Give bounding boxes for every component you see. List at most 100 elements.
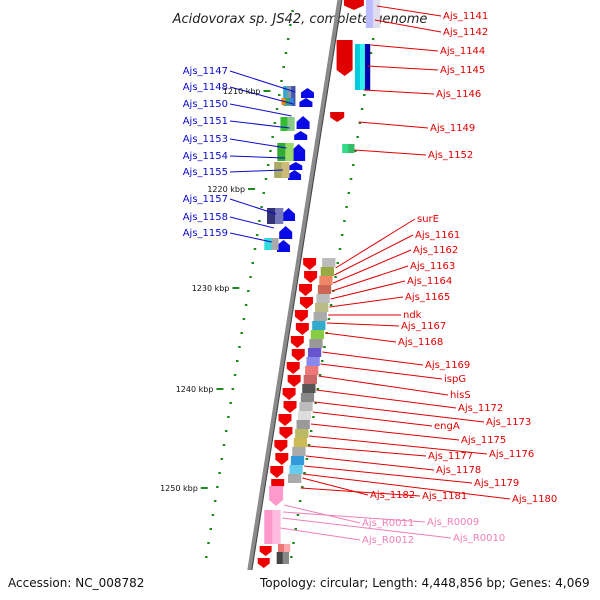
- tick-dot: [338, 248, 342, 250]
- reverse-orf-block: [311, 366, 319, 375]
- tick-dot: [220, 458, 224, 460]
- gene-label: Ajs_1168: [398, 337, 443, 348]
- tick-dot: [231, 388, 235, 390]
- label-connector: [318, 375, 449, 396]
- reverse-gene-arrow: [291, 349, 305, 361]
- tick-dot: [209, 528, 212, 530]
- reverse-gene-arrow: [278, 414, 292, 426]
- reverse-orf-block: [328, 258, 336, 267]
- forward-orf-block: [287, 86, 292, 106]
- forward-gene-arrow: [294, 131, 308, 140]
- reverse-orf-block: [290, 456, 298, 465]
- tick-dot: [251, 262, 254, 264]
- gene-label: Ajs_1167: [401, 321, 446, 332]
- reverse-gene-arrow: [304, 271, 318, 283]
- label-connector: [376, 5, 442, 17]
- label-connector: [229, 138, 287, 149]
- gene-labels: Ajs_1147 Ajs_1148 Ajs_1150 Ajs_1151 Ajs_1153…: [183, 11, 558, 546]
- reverse-orf-block: [315, 339, 323, 348]
- tick-dot: [345, 206, 348, 208]
- tick-dot: [316, 388, 320, 390]
- reverse-orf-block: [305, 402, 313, 411]
- tick-dot: [296, 514, 300, 516]
- reverse-orf-block: [310, 375, 317, 384]
- tick-dot: [229, 402, 232, 404]
- label-connectors: [229, 5, 511, 541]
- backbone-line: [242, 0, 343, 600]
- tick-dot: [303, 472, 306, 474]
- tick-dot: [371, 38, 375, 40]
- reverse-orf-block: [310, 330, 318, 339]
- rna-feature-block: [272, 510, 281, 544]
- rna-feature-block: [264, 510, 273, 544]
- gene-label: Ajs_1150: [183, 99, 228, 110]
- reverse-gene-arrow: [282, 388, 296, 400]
- forward-orf-block: [280, 117, 288, 131]
- reverse-gene-arrow: [286, 362, 300, 374]
- tick-dot: [213, 500, 217, 502]
- label-connector: [229, 216, 274, 229]
- reverse-orf-block: [300, 438, 307, 447]
- label-connector: [312, 411, 433, 427]
- gene-label: Ajs_1173: [486, 417, 531, 428]
- tick-dot: [216, 486, 219, 488]
- label-connector: [229, 169, 284, 173]
- forward-orf-block: [271, 238, 279, 250]
- label-connector: [329, 296, 404, 308]
- reverse-orf-block: [317, 330, 325, 339]
- tick-dot: [343, 220, 346, 222]
- label-connector: [229, 232, 272, 243]
- label-connector: [316, 389, 457, 409]
- label-connector: [307, 445, 427, 457]
- forward-orf-block: [287, 117, 295, 131]
- forward-orf-block: [267, 208, 276, 224]
- scale-label: 1210 kbp: [223, 87, 261, 96]
- gene-label: Ajs_R0011: [362, 518, 414, 529]
- reverse-orf-block: [304, 411, 312, 420]
- gene-label: surE: [417, 214, 439, 225]
- tick-dot: [271, 136, 274, 138]
- reverse-orf-block: [299, 402, 307, 411]
- reverse-gene-arrow: [257, 558, 270, 568]
- rna-gene-arrow: [269, 486, 284, 506]
- gene-label: Ajs_R0009: [427, 517, 479, 528]
- gene-label: Ajs_1177: [428, 451, 473, 462]
- reverse-orf-block: [372, 0, 381, 28]
- tick-dot: [356, 136, 359, 138]
- reverse-orf-block: [364, 44, 371, 90]
- label-connector: [320, 363, 443, 380]
- label-connector: [283, 504, 361, 524]
- scale-label: 1220 kbp: [207, 185, 245, 194]
- reverse-orf-block: [306, 357, 314, 366]
- gene-label: Ajs_1148: [183, 82, 228, 93]
- label-connector: [282, 511, 426, 523]
- gene-label: Ajs_1155: [183, 167, 228, 178]
- label-connector: [229, 155, 285, 159]
- tick-dot: [305, 458, 309, 460]
- tick-dot: [260, 206, 263, 208]
- reverse-orf-block: [294, 474, 302, 483]
- tick-dot: [273, 122, 277, 124]
- gene-label: Ajs_1146: [436, 89, 481, 100]
- label-connector: [229, 103, 292, 117]
- forward-orf-block: [275, 208, 284, 224]
- gene-label: Ajs_1162: [413, 245, 458, 256]
- gene-label: Ajs_1144: [440, 46, 485, 57]
- forward-gene-arrow: [282, 208, 296, 221]
- tick-dot: [318, 374, 322, 376]
- scale-labels: 1210 kbp 1220 kbp 1230 kbp 1240 kbp 1250 kbp…: [145, 87, 271, 591]
- tick-dot: [358, 122, 362, 124]
- map-title: Acidovorax sp. JS42, complete genome: [172, 12, 428, 27]
- reverse-orf-block: [282, 552, 289, 564]
- gene-label: Ajs_1181: [422, 491, 467, 502]
- reverse-orf-block: [317, 285, 325, 294]
- tick-dot: [269, 150, 272, 152]
- tick-dot: [249, 276, 252, 278]
- gene-label: Ajs_1153: [183, 134, 228, 145]
- tick-dot: [240, 332, 243, 334]
- tick-dot: [258, 220, 261, 222]
- reverse-orf-block: [318, 321, 326, 330]
- label-connector: [331, 265, 409, 292]
- tick-dot: [266, 164, 270, 166]
- reverse-orf-block: [303, 375, 311, 384]
